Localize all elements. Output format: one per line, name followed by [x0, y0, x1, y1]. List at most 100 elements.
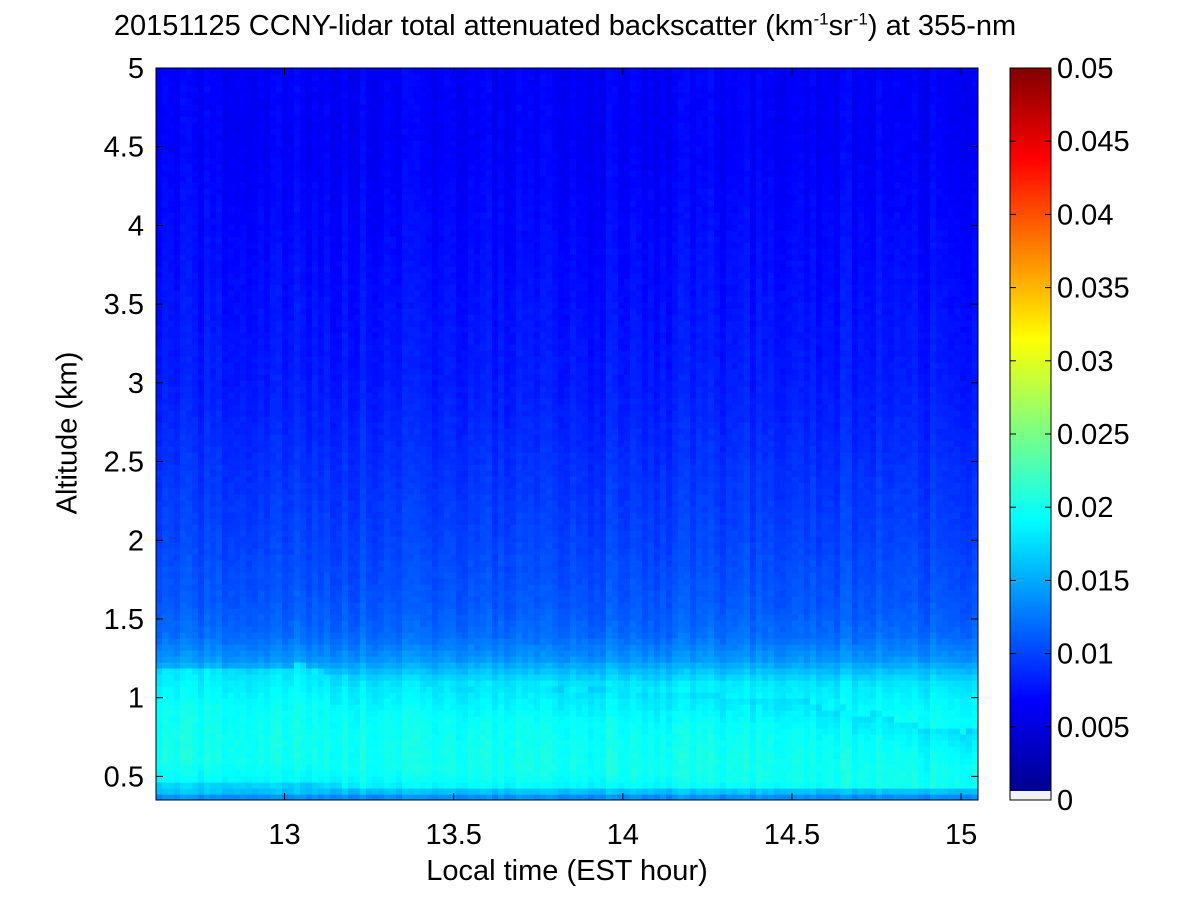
heat-cell — [180, 218, 187, 225]
heat-cell — [228, 572, 235, 579]
heat-cell — [222, 758, 229, 765]
heat-cell — [288, 464, 295, 471]
heat-cell — [294, 500, 301, 507]
heat-cell — [288, 308, 295, 315]
heat-cell — [384, 746, 391, 753]
heat-cell — [360, 296, 367, 303]
heat-cell — [396, 410, 403, 417]
heat-cell — [342, 194, 349, 201]
heat-cell — [168, 188, 175, 195]
heat-cell — [246, 146, 253, 153]
heat-cell — [330, 236, 337, 243]
heat-cell — [348, 86, 355, 93]
heat-cell — [300, 764, 307, 771]
heat-cell — [312, 668, 319, 675]
heat-cell — [282, 416, 289, 423]
heat-cell — [180, 644, 187, 651]
heat-cell — [372, 236, 379, 243]
heat-cell — [312, 188, 319, 195]
heat-cell — [222, 344, 229, 351]
heat-cell — [336, 482, 343, 489]
heat-cell — [240, 110, 247, 117]
heat-cell — [360, 248, 367, 255]
heat-cell — [354, 194, 361, 201]
heat-cell — [288, 608, 295, 615]
heat-cell — [282, 206, 289, 213]
heat-cell — [240, 482, 247, 489]
heat-cell — [378, 314, 385, 321]
heat-cell — [216, 584, 223, 591]
heat-cell — [300, 422, 307, 429]
heat-cell — [252, 668, 259, 675]
heat-cell — [348, 710, 355, 717]
heat-cell — [396, 398, 403, 405]
heat-cell — [288, 662, 295, 669]
heat-cell — [348, 584, 355, 591]
heat-cell — [264, 596, 271, 603]
heat-cell — [228, 338, 235, 345]
heat-cell — [342, 218, 349, 225]
heat-cell — [168, 356, 175, 363]
heat-cell — [270, 164, 277, 171]
heat-cell — [390, 626, 397, 633]
heat-cell — [342, 386, 349, 393]
heat-cell — [270, 620, 277, 627]
heat-cell — [282, 242, 289, 249]
heat-cell — [396, 446, 403, 453]
heat-cell — [240, 620, 247, 627]
heat-cell — [246, 386, 253, 393]
heat-cell — [354, 134, 361, 141]
heat-cell — [264, 122, 271, 129]
heat-cell — [360, 374, 367, 381]
heat-cell — [354, 266, 361, 273]
heat-cell — [216, 776, 223, 783]
heat-cell — [390, 470, 397, 477]
heat-cell — [162, 644, 169, 651]
heat-cell — [312, 614, 319, 621]
heat-cell — [384, 224, 391, 231]
heat-cell — [306, 464, 313, 471]
heat-cell — [306, 182, 313, 189]
heat-cell — [378, 746, 385, 753]
heat-cell — [306, 704, 313, 711]
heat-cell — [330, 482, 337, 489]
heat-cell — [216, 470, 223, 477]
heat-cell — [396, 764, 403, 771]
heat-cell — [330, 752, 337, 759]
heat-cell — [288, 572, 295, 579]
heat-cell — [252, 200, 259, 207]
heat-cell — [270, 422, 277, 429]
heat-cell — [354, 116, 361, 123]
heat-cell — [246, 590, 253, 597]
heat-cell — [216, 86, 223, 93]
heat-cell — [186, 548, 193, 555]
heat-cell — [342, 296, 349, 303]
heat-cell — [192, 116, 199, 123]
heat-cell — [330, 392, 337, 399]
heat-cell — [168, 392, 175, 399]
heat-cell — [192, 386, 199, 393]
heat-cell — [246, 620, 253, 627]
heat-cell — [234, 302, 241, 309]
heat-cell — [354, 650, 361, 657]
heat-cell — [282, 728, 289, 735]
heat-cell — [384, 578, 391, 585]
heat-cell — [180, 560, 187, 567]
heat-cell — [198, 500, 205, 507]
heat-cell — [234, 776, 241, 783]
heat-cell — [270, 248, 277, 255]
heat-cell — [174, 422, 181, 429]
heat-cell — [246, 470, 253, 477]
heat-cell — [276, 170, 283, 177]
heat-cell — [288, 644, 295, 651]
heat-cell — [360, 500, 367, 507]
heat-cell — [252, 506, 259, 513]
heat-cell — [342, 314, 349, 321]
heat-cell — [396, 218, 403, 225]
heat-cell — [210, 314, 217, 321]
heat-cell — [288, 386, 295, 393]
heat-cell — [390, 608, 397, 615]
heat-cell — [300, 260, 307, 267]
heat-cell — [264, 176, 271, 183]
heat-cell — [186, 152, 193, 159]
